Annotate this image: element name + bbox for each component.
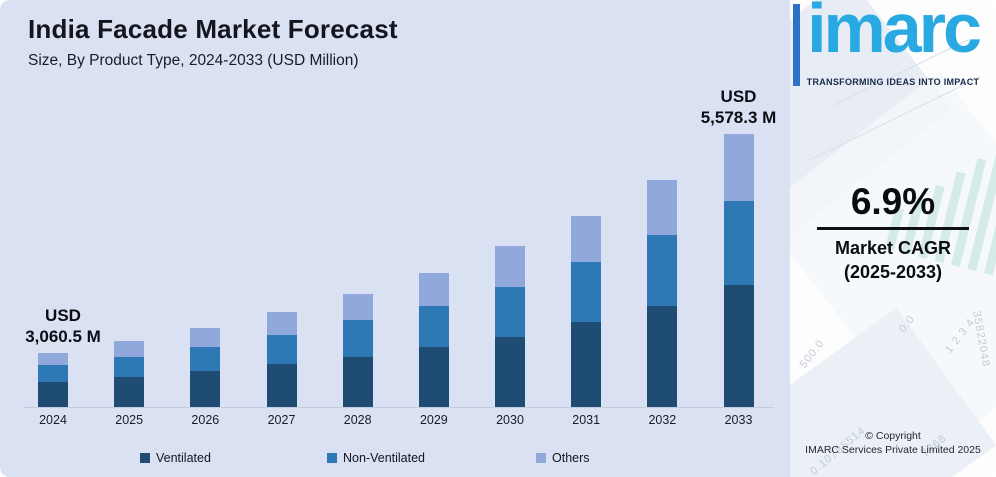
watermark-number: 0.0 [896,313,918,335]
chart-title: India Facade Market Forecast [28,14,398,44]
x-axis-label: 2032 [648,413,677,427]
x-axis-label: 2024 [39,413,67,427]
cagr-value: 6.9% [850,181,936,222]
legend-label: Non-Ventilated [343,451,426,465]
legend-swatch [536,453,546,463]
plot-area: 2024 2025 2026 2027 2028 2029 2030 2031 2032 2033… [25,86,777,428]
bar-segment-2025-ventilated [114,377,145,407]
bar-segment-2025-others [114,341,145,357]
bar-segment-2024-others [38,353,68,365]
legend-label: Ventilated [156,451,211,465]
accent-strip [793,4,800,86]
copyright-notice: © Copyright IMARC Services Private Limit… [790,429,996,457]
chart-panel: India Facade Market Forecast Size, By Pr… [0,0,790,477]
bar-segment-2028-ventilated [342,357,373,407]
bar-segment-2026-others [190,328,221,347]
watermark-number: 500.0 [797,337,828,371]
chart-legend: Ventilated Non-Ventilated Others [0,451,790,469]
x-axis-label: 2026 [191,413,220,427]
bar-segment-2029-others [418,273,449,306]
copyright-line1: © Copyright [865,429,921,442]
bar-segment-2026-ventilated [190,371,221,407]
bar-segment-2028-non-ventilated [342,320,373,357]
bar-segment-2030-ventilated [495,337,526,407]
copyright-line2: IMARC Services Private Limited 2025 [805,443,981,456]
legend-swatch [140,453,150,463]
bar-segment-2032-others [647,180,678,235]
bar-segment-2027-non-ventilated [266,335,297,364]
bar-segment-2033-non-ventilated [723,201,754,285]
bar-segment-2030-non-ventilated [495,287,526,337]
legend-item-non-ventilated: Non-Ventilated [327,451,425,465]
bar-segment-2032-non-ventilated [647,235,678,306]
legend-item-ventilated: Ventilated [140,451,211,465]
watermark-sheet [790,70,996,450]
bar-segment-2028-others [342,294,373,320]
x-axis-label: 2030 [496,413,524,427]
bar-segment-2024-ventilated [38,382,68,407]
chart-subtitle: Size, By Product Type, 2024-2033 (USD Mi… [28,52,359,69]
bar-segment-2025-non-ventilated [114,357,145,377]
bar-segment-2031-others [571,216,602,262]
x-axis-label: 2029 [419,413,448,427]
bar-segment-2026-non-ventilated [190,347,221,371]
bar-segment-2029-non-ventilated [418,306,449,347]
bar-segment-2027-others [266,312,297,335]
x-axis-label: 2025 [115,413,144,427]
bar-segment-2031-ventilated [571,322,602,407]
logo-tagline: TRANSFORMING IDEAS INTO IMPACT [806,77,980,87]
imarc-logo: imarc [807,0,982,67]
legend-swatch [327,453,337,463]
bar-segment-2024-non-ventilated [38,365,68,382]
bar-segment-2032-ventilated [647,306,678,407]
bar-segment-2031-non-ventilated [571,262,602,322]
legend-item-others: Others [536,451,590,465]
bar-segment-2029-ventilated [418,347,449,407]
watermark-line [809,76,981,161]
brand-panel: 500.0 0.0 1 2 3 4 35822048 7768 0.107855… [790,0,996,477]
cagr-period: (2025-2033) [843,262,943,282]
cagr-label: Market CAGR [834,238,952,258]
value-annotation-2024: USD 3,060.5 M [25,305,101,347]
legend-label: Others [552,451,590,465]
bar-segment-2033-ventilated [723,285,754,407]
x-axis-baseline [24,407,774,408]
bar-segment-2030-others [495,246,526,287]
cagr-divider [817,227,969,230]
watermark-number: 35822048 [970,310,992,369]
value-annotation-2033: USD 5,578.3 M [700,86,777,128]
bar-segment-2033-others [723,134,754,201]
x-axis-label: 2028 [343,413,372,427]
x-axis-label: 2031 [572,413,601,427]
x-axis-label: 2033 [724,413,753,427]
x-axis-label: 2027 [267,413,296,427]
bar-segment-2027-ventilated [266,364,297,407]
